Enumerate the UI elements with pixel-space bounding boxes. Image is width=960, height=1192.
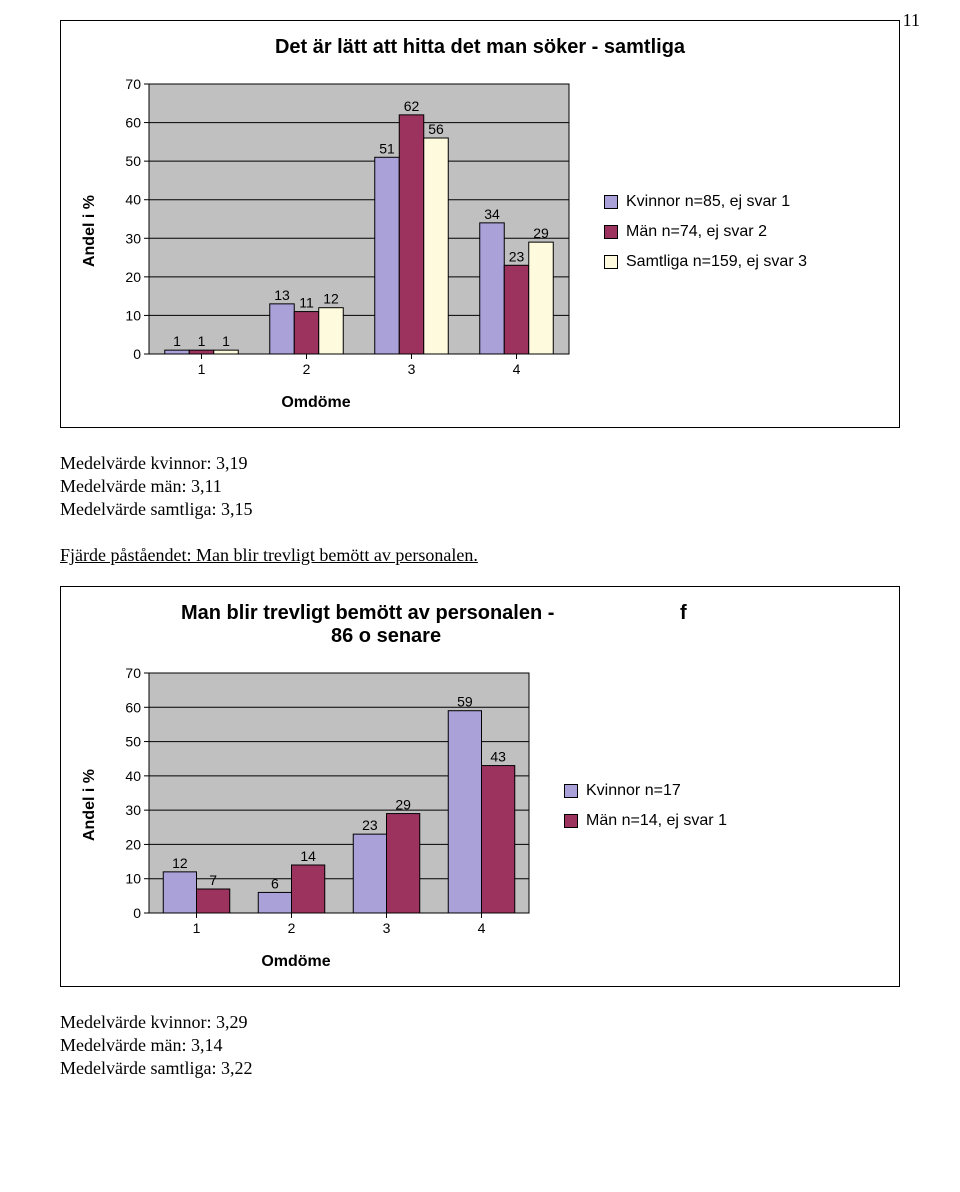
svg-text:0: 0	[133, 905, 141, 921]
stats2: Medelvärde kvinnor: 3,29 Medelvärde män:…	[60, 1012, 900, 1079]
svg-text:60: 60	[125, 115, 141, 131]
legend-swatch	[604, 195, 618, 209]
chart2-legend: Kvinnor n=17 Män n=14, ej svar 1	[564, 770, 727, 842]
chart2-title-sub: 86 o senare	[181, 625, 879, 648]
svg-text:4: 4	[478, 920, 486, 936]
svg-text:1: 1	[222, 333, 230, 349]
chart2-container: Man blir trevligt bemött av personalen -…	[60, 586, 900, 987]
chart1-container: Det är lätt att hitta det man söker - sa…	[60, 20, 900, 428]
svg-text:29: 29	[533, 225, 549, 241]
legend-item: Män n=74, ej svar 2	[604, 223, 807, 241]
stats2-line3: Medelvärde samtliga: 3,22	[60, 1058, 900, 1079]
svg-text:56: 56	[428, 121, 444, 137]
legend-label: Män n=74, ej svar 2	[626, 223, 767, 241]
svg-text:20: 20	[125, 836, 141, 852]
svg-text:23: 23	[509, 248, 525, 264]
svg-text:43: 43	[490, 749, 506, 765]
page-number: 11	[903, 10, 920, 31]
chart2-xlabel: Omdöme	[81, 953, 511, 971]
svg-text:62: 62	[404, 98, 420, 114]
svg-text:60: 60	[125, 699, 141, 715]
chart1-legend: Kvinnor n=85, ej svar 1 Män n=74, ej svar…	[604, 181, 807, 283]
svg-text:13: 13	[274, 287, 290, 303]
svg-text:23: 23	[362, 817, 378, 833]
legend-swatch	[564, 814, 578, 828]
svg-text:1: 1	[198, 333, 206, 349]
chart2-title-main: Man blir trevligt bemött av personalen -	[181, 602, 554, 624]
chart2-title: Man blir trevligt bemött av personalen -…	[81, 602, 879, 648]
legend-label: Samtliga n=159, ej svar 3	[626, 253, 807, 271]
svg-text:6: 6	[271, 875, 279, 891]
svg-text:34: 34	[484, 206, 500, 222]
chart2-title-suffix: f	[680, 602, 687, 625]
chart1-plot: 0102030405060701111213111235162564342329	[109, 74, 579, 389]
svg-text:40: 40	[125, 768, 141, 784]
svg-text:40: 40	[125, 192, 141, 208]
legend-swatch	[564, 784, 578, 798]
chart1-title: Det är lätt att hitta det man söker - sa…	[81, 36, 879, 59]
svg-text:59: 59	[457, 694, 473, 710]
legend-label: Kvinnor n=17	[586, 782, 681, 800]
svg-text:50: 50	[125, 153, 141, 169]
svg-text:4: 4	[513, 361, 521, 377]
svg-text:10: 10	[125, 307, 141, 323]
chart2-ylabel: Andel i %	[81, 769, 99, 841]
stats1-line2: Medelvärde män: 3,11	[60, 476, 900, 497]
stats1-line1: Medelvärde kvinnor: 3,19	[60, 453, 900, 474]
stats2-line1: Medelvärde kvinnor: 3,29	[60, 1012, 900, 1033]
svg-text:14: 14	[300, 848, 316, 864]
svg-text:3: 3	[408, 361, 416, 377]
svg-text:12: 12	[172, 855, 188, 871]
svg-text:2: 2	[288, 920, 296, 936]
svg-text:11: 11	[299, 295, 314, 311]
svg-text:12: 12	[323, 291, 339, 307]
legend-swatch	[604, 225, 618, 239]
svg-text:30: 30	[125, 230, 141, 246]
svg-text:1: 1	[198, 361, 206, 377]
chart1-ylabel: Andel i %	[81, 195, 99, 267]
legend-label: Kvinnor n=85, ej svar 1	[626, 193, 790, 211]
page: 11 Det är lätt att hitta det man söker -…	[0, 0, 960, 1164]
svg-text:1: 1	[193, 920, 201, 936]
svg-text:3: 3	[383, 920, 391, 936]
svg-text:30: 30	[125, 802, 141, 818]
svg-text:20: 20	[125, 269, 141, 285]
stats1-line3: Medelvärde samtliga: 3,15	[60, 499, 900, 520]
legend-item: Samtliga n=159, ej svar 3	[604, 253, 807, 271]
chart2-plot: 0 10 20 30 40 50 60 70 1 12 7 2 6 14 3 23 29 4 59 43	[109, 663, 539, 948]
svg-text:51: 51	[379, 140, 395, 156]
svg-text:0: 0	[133, 346, 141, 362]
svg-text:10: 10	[125, 871, 141, 887]
svg-text:50: 50	[125, 734, 141, 750]
svg-text:1: 1	[173, 333, 181, 349]
svg-text:70: 70	[125, 665, 141, 681]
legend-item: Kvinnor n=17	[564, 782, 727, 800]
stats2-line2: Medelvärde män: 3,14	[60, 1035, 900, 1056]
legend-item: Män n=14, ej svar 1	[564, 812, 727, 830]
chart1-xlabel: Omdöme	[81, 394, 551, 412]
legend-label: Män n=14, ej svar 1	[586, 812, 727, 830]
stats1: Medelvärde kvinnor: 3,19 Medelvärde män:…	[60, 453, 900, 520]
svg-text:7: 7	[209, 872, 217, 888]
subheading: Fjärde påståendet: Man blir trevligt bem…	[60, 545, 900, 566]
svg-text:2: 2	[303, 361, 311, 377]
legend-item: Kvinnor n=85, ej svar 1	[604, 193, 807, 211]
svg-text:29: 29	[395, 797, 411, 813]
svg-text:70: 70	[125, 76, 141, 92]
legend-swatch	[604, 255, 618, 269]
